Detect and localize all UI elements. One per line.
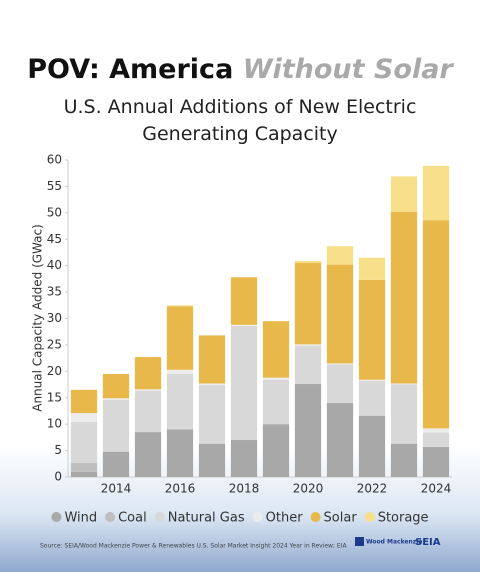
bar-segment: [422, 165, 450, 221]
y-tick-label: 25: [47, 337, 62, 351]
x-tick-label: 2022: [357, 482, 388, 496]
bar-segment: [262, 379, 290, 425]
bar-segment: [102, 373, 130, 399]
x-tick-label: 2016: [165, 482, 196, 496]
bar-segment: [390, 443, 418, 477]
bar-segment: [358, 379, 386, 381]
bar-segment: [230, 277, 258, 325]
bar-segment: [390, 211, 418, 384]
y-tick-label: 10: [47, 417, 62, 431]
bar-segment: [390, 176, 418, 212]
logo-woodmac: Wood Mackenzie: [366, 539, 422, 546]
bar-segment: [390, 384, 418, 444]
bar-segment: [326, 246, 354, 265]
x-tick-label: 2024: [421, 482, 452, 496]
logo-icon: [355, 537, 364, 546]
y-tick-label: 15: [47, 390, 62, 404]
bar-segment: [326, 403, 354, 477]
bar-segment: [230, 324, 258, 326]
bar-segment: [70, 389, 98, 414]
bar-segment: [294, 260, 322, 264]
bar-segment: [230, 440, 258, 477]
bar-segment: [166, 369, 194, 374]
legend-label: Solar: [324, 511, 358, 526]
bar-segment: [390, 383, 418, 385]
bar-segment: [422, 432, 450, 447]
y-tick-label: 60: [47, 153, 62, 167]
logo-seia: SEIA: [415, 537, 441, 548]
bar-segment: [422, 428, 450, 433]
bar-segment: [134, 390, 162, 433]
bar-segment: [262, 424, 290, 477]
title-highlight: Without Solar: [242, 54, 453, 85]
bar-segment: [198, 443, 226, 477]
legend-label: Storage: [378, 511, 429, 526]
source: Source: SEIA/Wood Mackenzie Power & Rene…: [40, 543, 347, 550]
bar-segment: [166, 305, 194, 307]
bar-segment: [262, 321, 290, 378]
bar-segment: [358, 279, 386, 380]
bar-segment: [198, 385, 226, 444]
bar-segment: [198, 335, 226, 384]
title-part: POV: America: [27, 54, 234, 85]
y-tick-label: 20: [47, 364, 62, 378]
bar-segment: [326, 363, 354, 365]
bar-segment: [294, 384, 322, 477]
x-tick-label: 2018: [229, 482, 260, 496]
legend-marker: [310, 512, 321, 522]
bar-segment: [70, 422, 98, 463]
y-tick-label: 40: [47, 258, 62, 272]
legend-label: Wind: [64, 511, 97, 526]
bar-segment: [198, 383, 226, 386]
bar-segment: [70, 413, 98, 423]
y-axis-label: Annual Capacity Added (GWac): [31, 224, 45, 412]
bar-segment: [262, 377, 290, 380]
y-tick-label: 35: [47, 285, 62, 299]
bar-segment: [358, 380, 386, 416]
y-tick-label: 50: [47, 205, 62, 219]
bar-segment: [230, 325, 258, 441]
bar-segment: [326, 264, 354, 364]
legend-marker: [105, 512, 116, 522]
bar-segment: [102, 451, 130, 477]
bar-segment: [70, 471, 98, 477]
bar-segment: [134, 432, 162, 477]
legend-marker: [364, 512, 375, 522]
bar-segment: [422, 220, 450, 429]
bar-segment: [70, 462, 98, 472]
bar-segment: [326, 364, 354, 404]
bar-segment: [102, 399, 130, 452]
y-tick-label: 30: [47, 311, 62, 325]
y-tick-label: 0: [54, 470, 62, 484]
bar-segment: [166, 373, 194, 430]
bar-segment: [166, 306, 194, 370]
legend-label: Natural Gas: [168, 511, 245, 526]
bar-segment: [134, 389, 162, 391]
legend-label: Coal: [118, 511, 147, 526]
x-tick-label: 2020: [293, 482, 324, 496]
bar-segment: [294, 263, 322, 345]
legend-marker: [154, 512, 165, 522]
bar-segment: [294, 344, 322, 346]
title: POV: America Without Solar: [0, 54, 480, 85]
legend-label: Other: [266, 511, 304, 526]
bar-segment: [134, 357, 162, 390]
y-tick-label: 55: [47, 179, 62, 193]
bar-segment: [358, 415, 386, 477]
bar-segment: [166, 429, 194, 477]
bar-segment: [294, 345, 322, 385]
y-tick-label: 45: [47, 232, 62, 246]
x-tick-label: 2014: [101, 482, 132, 496]
bar-segment: [358, 257, 386, 280]
bar-segment: [102, 398, 130, 400]
bar-segment: [422, 446, 450, 477]
legend-marker: [51, 512, 62, 522]
subtitle: U.S. Annual Additions of New Electric Ge…: [63, 96, 417, 145]
legend-marker: [252, 512, 263, 522]
y-tick-label: 5: [54, 443, 62, 457]
